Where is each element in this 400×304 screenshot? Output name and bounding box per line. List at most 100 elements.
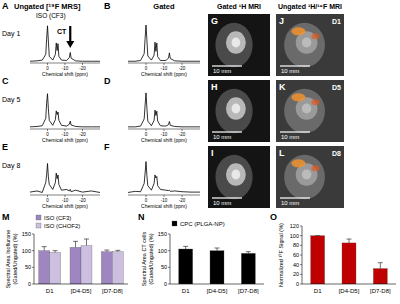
tick <box>82 63 83 65</box>
fluorine-overlay <box>311 33 319 39</box>
panel-letter: I <box>211 148 214 158</box>
panel-letter: D <box>104 76 111 86</box>
error-bar <box>115 250 120 251</box>
scale-label: 10 mm <box>213 68 231 74</box>
tick <box>300 235 302 236</box>
tissue <box>284 89 325 134</box>
image-bg <box>276 146 344 208</box>
tick <box>146 63 147 65</box>
image-bg <box>276 14 344 76</box>
tick-label: 50 <box>161 264 167 270</box>
heart <box>226 97 246 119</box>
bar <box>101 252 112 284</box>
tick-label: 0 <box>296 281 299 287</box>
tick <box>168 284 170 285</box>
chamber <box>232 104 241 114</box>
category-label: D1 <box>314 288 322 294</box>
bar <box>373 269 387 284</box>
day-label: Day 8 <box>2 162 20 170</box>
error-bar <box>347 239 352 243</box>
error-bar <box>53 251 58 253</box>
tissue <box>284 155 325 200</box>
tick-label: 100 <box>22 248 31 254</box>
axis-label: Chemical shift (ppm) <box>141 203 187 209</box>
axis-label: Spectral Area Isoflurane <box>5 230 11 289</box>
panel-letter: N <box>138 212 145 222</box>
panel-letter: K <box>279 82 286 92</box>
mri-image <box>276 146 344 208</box>
error-bar <box>104 250 109 252</box>
y-axis <box>34 234 35 284</box>
tick-label: 40 <box>293 262 299 268</box>
title: Gated ¹H MRI <box>217 3 261 10</box>
tick <box>300 274 302 275</box>
axis-label: (Gated/Ungated) (%) <box>12 233 18 284</box>
error-cap <box>378 262 383 263</box>
panel-letter: J <box>279 16 284 26</box>
tick-label: 120 <box>290 223 299 229</box>
legend-swatch <box>172 221 177 226</box>
fluorine-overlay <box>291 159 305 167</box>
tick <box>300 245 302 246</box>
tissue <box>215 23 252 68</box>
panel-letter: B <box>104 1 111 11</box>
legend-label: ISO (CHOF2) <box>44 223 80 229</box>
arrow <box>69 26 71 42</box>
axis-label: Chemical shift (ppm) <box>141 137 187 143</box>
error-cap <box>115 250 120 251</box>
fluorine-overlay <box>311 99 319 105</box>
tick-label: 150 <box>22 231 31 237</box>
axis-label: Spectral Area CT cells <box>141 232 147 287</box>
error-bar <box>215 248 220 251</box>
mri-image <box>208 80 270 142</box>
image-bg <box>208 146 270 208</box>
panel-letter: E <box>2 142 8 152</box>
legend-swatch <box>36 223 41 228</box>
error-line <box>185 246 186 249</box>
category-label: [D7-D8] <box>370 288 391 294</box>
x-axis <box>302 284 396 285</box>
chamber <box>302 170 312 180</box>
error-bar <box>84 239 89 246</box>
legend-label: ISO (CF3) <box>44 215 71 221</box>
error-cap <box>347 239 352 240</box>
tick-label: 0 <box>28 281 31 287</box>
error-line <box>86 239 87 246</box>
tick <box>168 234 170 235</box>
scale-label: 10 mm <box>281 134 299 140</box>
error-cap <box>215 248 220 249</box>
mri-image <box>276 80 344 142</box>
axis-label: Chemical shift (ppm) <box>42 137 88 143</box>
tick <box>47 63 48 65</box>
day-label: D8 <box>332 150 341 157</box>
scale-bar <box>212 131 242 132</box>
plot-area <box>128 25 200 61</box>
tick <box>182 195 183 197</box>
error-cap <box>246 251 251 252</box>
error-cap <box>315 235 320 236</box>
chamber <box>302 38 312 48</box>
error-line <box>380 263 381 269</box>
panel-letter: G <box>211 16 218 26</box>
scale-label: 10 mm <box>281 68 299 74</box>
error-line <box>217 248 218 251</box>
arrow-head <box>66 41 74 48</box>
category-label: [D4-D5] <box>207 288 228 294</box>
panel-letter: H <box>211 82 218 92</box>
category-label: D1 <box>46 288 54 294</box>
error-cap <box>73 241 78 242</box>
tick-label: 100 <box>158 248 167 254</box>
axis-label: (Gated/Ungated) (%) <box>148 233 154 284</box>
plot-area <box>311 236 388 284</box>
mri-image <box>276 14 344 76</box>
plot-area <box>30 26 100 61</box>
category-label: [D4-D5] <box>339 288 360 294</box>
error-bar <box>183 246 188 249</box>
tick <box>300 284 302 285</box>
chamber <box>302 104 312 114</box>
category-label: [D4-D5] <box>71 288 92 294</box>
axis-label: Normalized ¹⁹F Signal (%) <box>278 223 284 287</box>
axis-label: Chemical shift (ppm) <box>141 71 187 77</box>
tick <box>65 129 66 131</box>
error-line <box>349 239 350 243</box>
